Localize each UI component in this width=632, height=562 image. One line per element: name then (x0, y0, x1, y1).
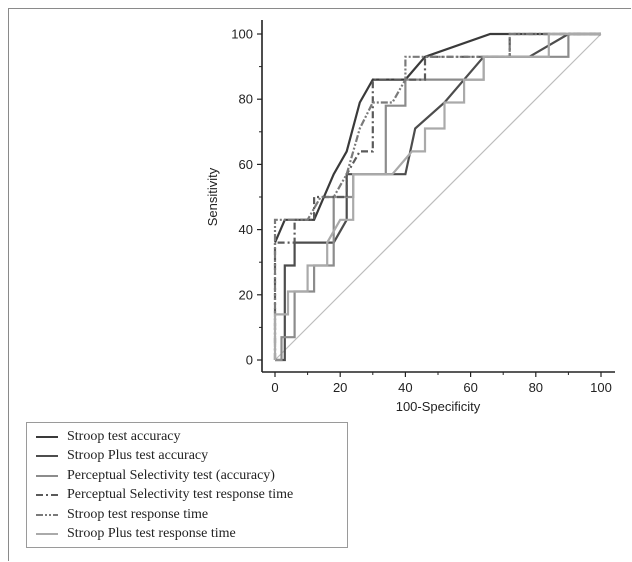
legend-label: Perceptual Selectivity test response tim… (67, 487, 294, 503)
x-tick-label: 60 (463, 380, 477, 395)
legend-label: Stroop test response time (67, 506, 209, 522)
x-tick-label: 0 (271, 380, 278, 395)
legend-item: Perceptual Selectivity test response tim… (35, 486, 347, 506)
y-tick-label: 0 (246, 353, 253, 368)
legend-label: Perceptual Selectivity test (accuracy) (67, 467, 275, 483)
y-tick-label: 60 (239, 157, 253, 172)
legend-item: Stroop Plus test accuracy (35, 447, 347, 467)
legend-swatch (36, 513, 58, 516)
reference-diagonal (274, 33, 602, 361)
legend-swatch (36, 474, 58, 477)
legend-item: Stroop test accuracy (35, 427, 347, 447)
chart-legend: Stroop test accuracy Stroop Plus test acc… (26, 422, 348, 548)
x-tick-label: 100 (590, 380, 612, 395)
legend-swatch (36, 494, 58, 497)
legend-swatch (36, 435, 58, 438)
legend-label: Stroop Plus test response time (67, 526, 236, 542)
legend-label: Stroop Plus test accuracy (67, 448, 209, 464)
y-tick-label: 80 (239, 92, 253, 107)
roc-curve-5 (273, 32, 601, 360)
y-tick-label: 100 (231, 27, 253, 42)
x-axis-label: 100-Specificity (396, 399, 481, 414)
legend-swatch (36, 455, 58, 458)
y-tick-label: 20 (239, 287, 253, 302)
legend-label: Stroop test accuracy (67, 428, 181, 444)
roc-curve-6 (273, 32, 601, 360)
x-tick-label: 80 (529, 380, 543, 395)
y-axis-label: Sensitivity (205, 167, 220, 226)
legend-item: Stroop test response time (35, 505, 347, 525)
legend-item: Perceptual Selectivity test (accuracy) (35, 466, 347, 486)
roc-curve-4 (273, 32, 601, 360)
plot-area (273, 32, 602, 362)
legend-item: Stroop Plus test response time (35, 525, 347, 545)
y-tick-label: 40 (239, 222, 253, 237)
legend-swatch (36, 533, 58, 536)
x-tick-label: 20 (333, 380, 347, 395)
x-tick-label: 40 (398, 380, 412, 395)
roc-curve-1 (273, 32, 601, 244)
axes: 0 20 40 60 80 100 0 20 40 60 80 100 (231, 20, 615, 395)
figure-border (8, 8, 631, 561)
